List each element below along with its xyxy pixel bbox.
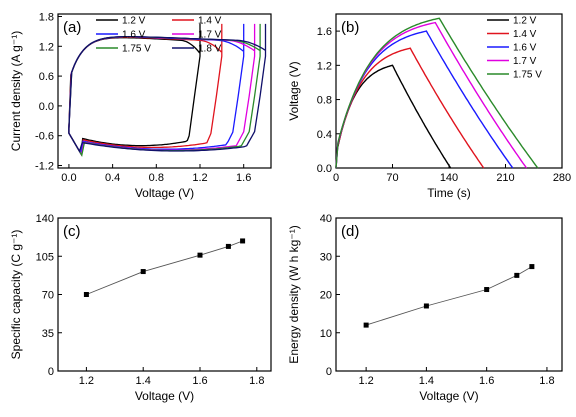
x-tick-label: 0 [333,172,339,184]
x-tick-label: 1.4 [419,375,434,387]
data-point [423,303,429,309]
panel-a-cv-curves: 0.0 0.4 0.8 1.2 1.6 -1.2 -0.6 0.0 0.6 1.2 1.8 Volta… [9,11,272,200]
x-tick-label: 0.4 [105,172,120,184]
legend-entry: 1.7 V [198,30,222,41]
x-tick-label: 140 [440,172,458,184]
y-tick-label: 70 [42,290,54,302]
data-point [83,292,89,297]
y-tick-label: 30 [320,251,332,263]
y-axis-label: Specific capacity (C g⁻¹) [9,230,23,360]
legend-entry: 1.4 V [513,29,537,40]
x-tick-label: 0.8 [149,172,164,184]
y-tick-label: 0.6 [39,71,54,83]
legend-entry: 1.6 V [513,43,537,54]
panel-label: (d) [341,223,359,240]
y-tick-label: 105 [36,251,54,263]
y-axis-label: Current density (A g⁻¹) [9,31,23,151]
y-tick-label: 0.8 [317,95,332,107]
y-tick-label: 1.6 [317,26,332,38]
data-point [197,252,203,258]
data-point [514,272,520,278]
y-axis-label: Energy density (W h kg⁻¹) [287,225,301,363]
legend-entry: 1.8 V [198,44,222,55]
series-line [86,240,243,295]
x-tick-label: 280 [553,172,571,184]
plot-frame [57,217,272,372]
x-tick-label: 1.6 [479,375,494,387]
legend-entry: 1.4 V [198,16,222,27]
panel-label: (a) [63,19,81,36]
y-tick-label: 0.0 [317,163,332,175]
legend-entry: 1.2 V [513,16,537,27]
series-line [365,266,533,326]
data-point [484,287,490,293]
data-point [240,238,246,244]
y-tick-label: 10 [320,328,332,340]
legend-entry: 1.6 V [122,30,146,41]
y-tick-label: 0.4 [317,129,332,141]
x-tick-label: 1.6 [236,172,251,184]
data-point [140,269,146,275]
gcd-curve [335,64,452,169]
legend-entry: 1.2 V [122,16,146,27]
y-tick-label: 1.8 [39,11,54,23]
y-axis-label: Voltage (V) [287,61,301,120]
x-tick-label: 1.4 [136,375,151,387]
gcd-curve [335,17,539,169]
x-tick-label: 1.2 [358,375,373,387]
data-point [363,322,369,328]
x-tick-label: 1.2 [79,375,94,387]
x-tick-label: 70 [386,172,398,184]
y-tick-label: 0 [326,366,332,378]
x-tick-label: 1.6 [192,375,207,387]
x-axis-label: Voltage (V) [419,389,478,403]
panel-d-energy-density: 1.2 1.4 1.6 1.8 0 10 20 30 40 Voltage (V) Energy d… [287,213,563,403]
legend-entry: 1.75 V [122,44,151,55]
x-axis-label: Voltage (V) [135,186,194,200]
gcd-curve [335,47,485,169]
legend-entry: 1.7 V [513,56,537,67]
panel-label: (b) [341,19,359,36]
plot-frame [57,13,272,169]
data-point [225,243,231,249]
y-tick-label: 1.2 [317,60,332,72]
x-axis-label: Time (s) [427,186,471,200]
gcd-curve [335,30,514,169]
cv-curve [68,23,267,153]
panel-c-specific-capacity: 1.2 1.4 1.6 1.8 0 35 70 105 140 Voltage (V) Specif… [9,213,272,403]
y-tick-label: 0.0 [39,101,54,113]
x-tick-label: 1.8 [539,375,554,387]
legend-entry: 1.75 V [513,70,542,81]
x-tick-label: 0.0 [61,172,76,184]
panel-label: (c) [63,223,81,240]
x-tick-label: 1.8 [249,375,264,387]
y-tick-label: 0 [48,366,54,378]
y-tick-label: 20 [320,290,332,302]
x-tick-label: 1.2 [192,172,207,184]
y-tick-label: 40 [320,213,332,225]
cv-curve [68,23,256,157]
plot-frame [335,217,563,372]
y-tick-label: 1.2 [39,41,54,53]
y-tick-label: -1.2 [35,161,54,173]
data-point [529,264,535,270]
x-tick-label: 210 [496,172,514,184]
y-tick-label: 35 [42,328,54,340]
y-tick-label: 140 [36,213,54,225]
x-axis-label: Voltage (V) [135,389,194,403]
panel-b-gcd-curves: 0 70 140 210 280 0.0 0.4 0.8 1.2 1.6 Time (s) Volta… [287,13,571,200]
y-tick-label: -0.6 [35,131,54,143]
